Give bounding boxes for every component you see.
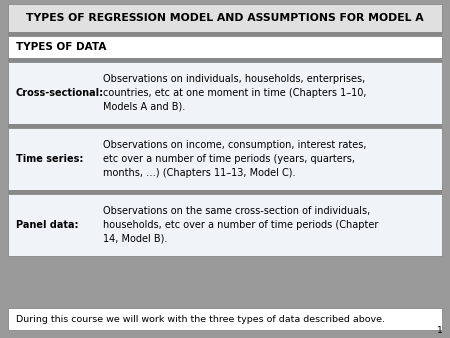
Text: Observations on income, consumption, interest rates,
etc over a number of time p: Observations on income, consumption, int… [103, 140, 366, 177]
Text: TYPES OF REGRESSION MODEL AND ASSUMPTIONS FOR MODEL A: TYPES OF REGRESSION MODEL AND ASSUMPTION… [26, 13, 424, 23]
Text: Cross-sectional:: Cross-sectional: [16, 88, 104, 98]
FancyBboxPatch shape [8, 128, 442, 190]
FancyBboxPatch shape [8, 190, 442, 194]
FancyBboxPatch shape [8, 32, 442, 36]
FancyBboxPatch shape [8, 36, 442, 58]
FancyBboxPatch shape [8, 62, 442, 124]
FancyBboxPatch shape [8, 124, 442, 128]
Text: Observations on individuals, households, enterprises,
countries, etc at one mome: Observations on individuals, households,… [103, 74, 366, 112]
FancyBboxPatch shape [8, 308, 442, 330]
Text: Panel data:: Panel data: [16, 220, 78, 230]
Text: 1: 1 [437, 326, 443, 335]
FancyBboxPatch shape [8, 194, 442, 256]
Text: Observations on the same cross-section of individuals,
households, etc over a nu: Observations on the same cross-section o… [103, 207, 378, 244]
Text: TYPES OF DATA: TYPES OF DATA [16, 42, 106, 52]
Text: During this course we will work with the three types of data described above.: During this course we will work with the… [16, 314, 385, 323]
FancyBboxPatch shape [8, 4, 442, 32]
Text: Time series:: Time series: [16, 154, 83, 164]
FancyBboxPatch shape [8, 58, 442, 62]
FancyBboxPatch shape [8, 256, 442, 304]
